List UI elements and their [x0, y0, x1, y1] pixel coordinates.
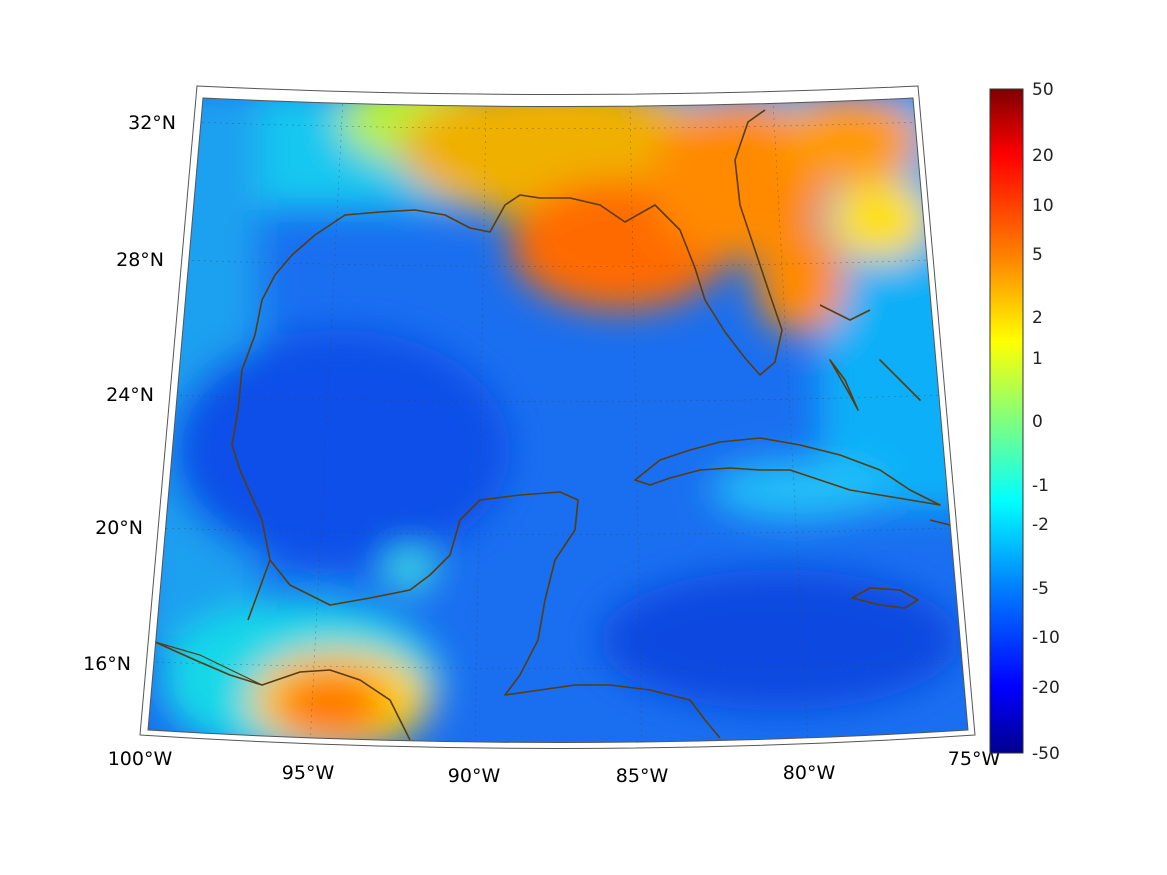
- lat-labels: 32°N 28°N 24°N 20°N 16°N: [83, 112, 176, 675]
- cb-label: -10: [1032, 628, 1060, 648]
- data-field: [148, 98, 968, 743]
- cb-label: 5: [1032, 245, 1043, 265]
- lon-label-85: 85°W: [616, 765, 669, 787]
- colorbar: 50 20 10 5 2 1 0 -1 -2 -5 -10 -20 -50: [989, 80, 1060, 764]
- lat-label-16: 16°N: [83, 653, 131, 675]
- cb-label: -2: [1032, 515, 1049, 535]
- lon-label-95: 95°W: [282, 762, 335, 784]
- colorbar-bar: [989, 88, 1024, 754]
- cb-label: 50: [1032, 80, 1054, 100]
- cb-label: 20: [1032, 146, 1054, 166]
- lat-label-20: 20°N: [95, 517, 143, 539]
- cb-label: -50: [1032, 744, 1060, 764]
- lon-labels: 100°W 95°W 90°W 85°W 80°W 75°W: [108, 748, 1001, 787]
- cb-label: 0: [1032, 412, 1043, 432]
- coastlines: [154, 109, 956, 741]
- lat-label-28: 28°N: [116, 249, 164, 271]
- lat-label-24: 24°N: [106, 384, 154, 406]
- cb-label: 2: [1032, 308, 1043, 328]
- cb-label: 10: [1032, 196, 1054, 216]
- lon-label-100: 100°W: [108, 748, 173, 770]
- graticule: [149, 98, 963, 743]
- cuba: [634, 437, 941, 506]
- cb-label: -1: [1032, 476, 1049, 496]
- map-frame-outer: [139, 85, 976, 749]
- jamaica: [851, 587, 919, 609]
- lon-label-75: 75°W: [948, 748, 1001, 770]
- cb-label: -20: [1032, 678, 1060, 698]
- lat-label-32: 32°N: [128, 112, 176, 134]
- lon-label-90: 90°W: [448, 765, 501, 787]
- gulf-coast: [231, 109, 783, 621]
- country-border: [154, 641, 263, 686]
- colorbar-labels: 50 20 10 5 2 1 0 -1 -2 -5 -10 -20 -50: [1032, 80, 1060, 764]
- yucatan-coast: [269, 491, 721, 739]
- lon-label-80: 80°W: [783, 762, 836, 784]
- bahamas: [819, 304, 921, 411]
- pacific-coast: [154, 641, 411, 741]
- cb-label: -5: [1032, 579, 1049, 599]
- cb-label: 1: [1032, 349, 1043, 369]
- map-frame: [147, 97, 969, 743]
